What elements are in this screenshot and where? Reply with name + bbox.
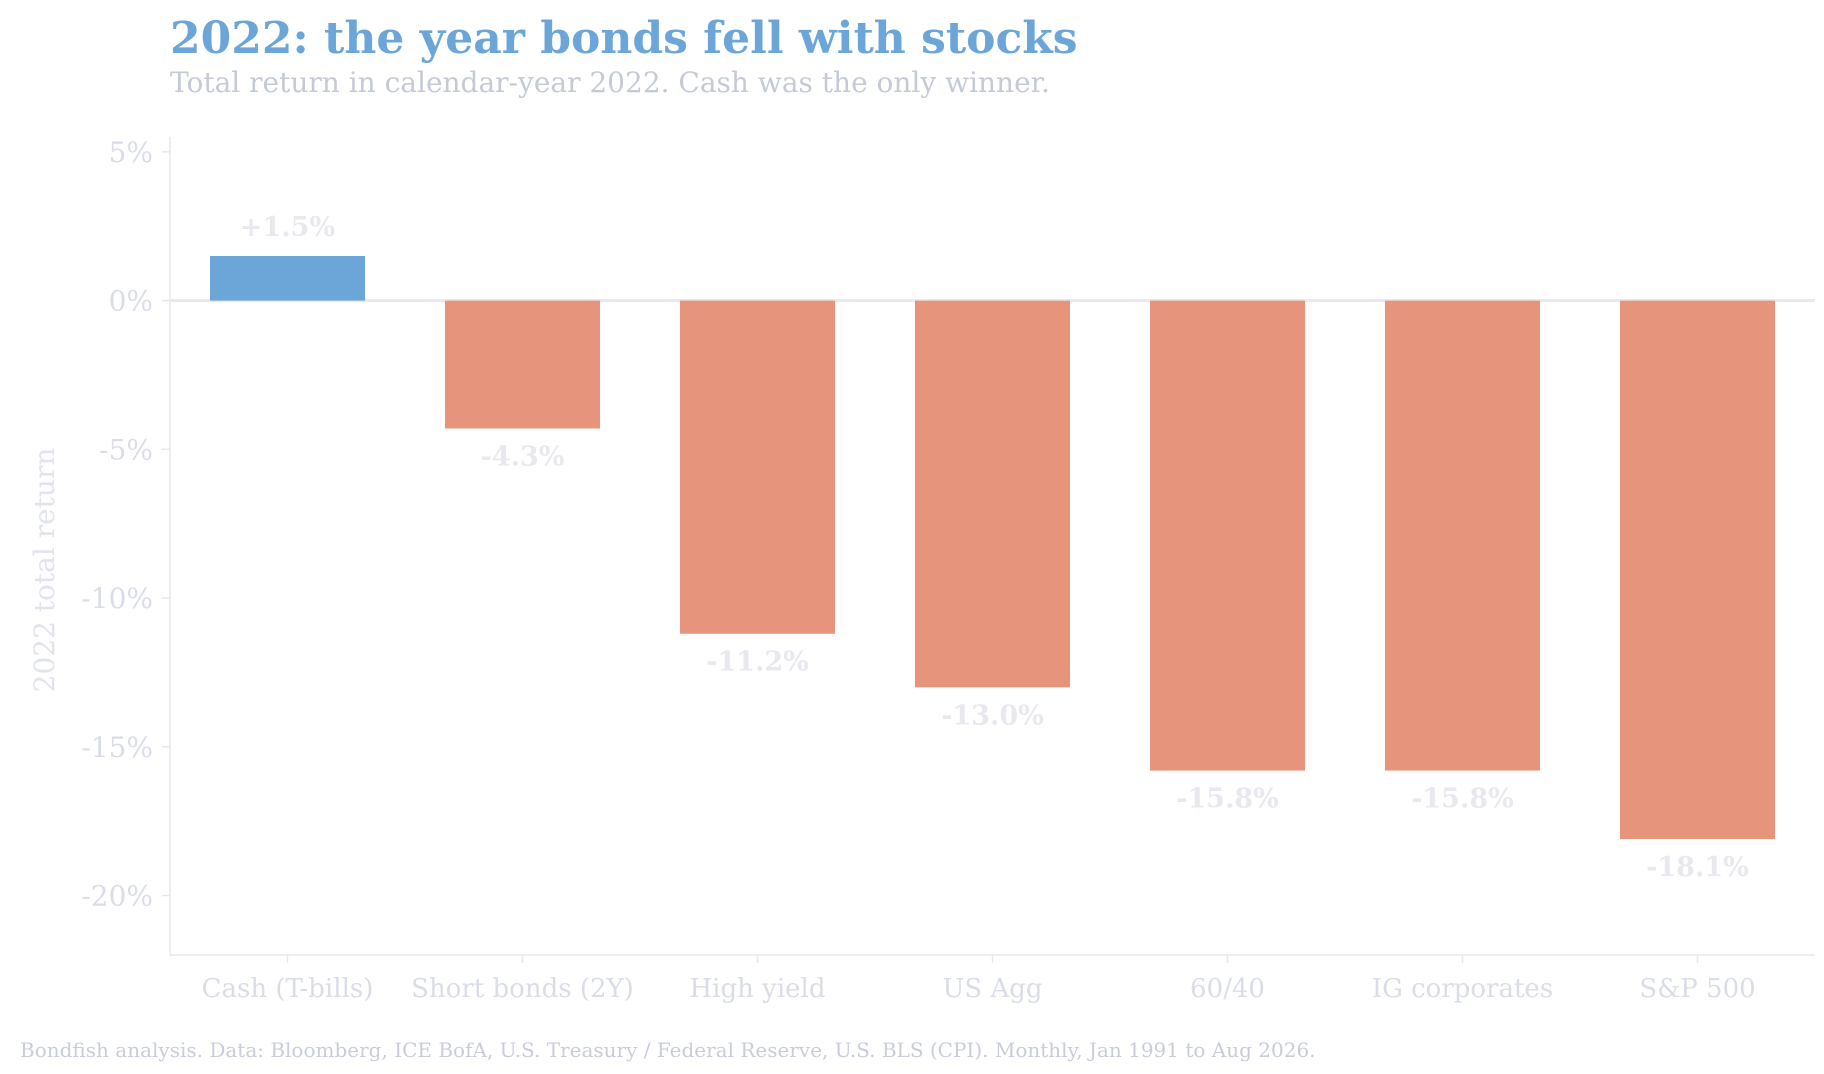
data-label: -11.2% [706, 647, 809, 678]
data-label: -18.1% [1646, 852, 1749, 883]
x-tick-label: US Agg [942, 974, 1042, 1004]
y-tick-label: 5% [109, 136, 153, 169]
source-note: Bondfish analysis. Data: Bloomberg, ICE … [20, 1038, 1316, 1062]
y-tick-label: -10% [81, 582, 153, 615]
bar [914, 300, 1071, 688]
bar [1149, 300, 1306, 771]
x-tick-label: Cash (T-bills) [202, 974, 374, 1004]
chart-subtitle: Total return in calendar-year 2022. Cash… [170, 66, 1050, 99]
data-labels: +1.5% -4.3% -11.2% -13.0% -15.8% -15.8% -18.1% [240, 212, 1749, 883]
data-label: -15.8% [1176, 784, 1279, 815]
bar [209, 255, 366, 301]
y-tick-label: -5% [99, 433, 153, 466]
data-label: -15.8% [1411, 784, 1514, 815]
x-axis-ticks: Cash (T-bills) Short bonds (2Y) High yield… [202, 955, 1756, 1004]
y-tick-label: -15% [81, 731, 153, 764]
x-tick-label: S&P 500 [1639, 974, 1755, 1004]
bar [679, 300, 836, 634]
chart-title: 2022: the year bonds fell with stocks [170, 13, 1078, 64]
x-tick-label: Short bonds (2Y) [411, 974, 634, 1004]
bars [209, 255, 1776, 839]
x-tick-label: 60/40 [1190, 974, 1265, 1004]
bar [1384, 300, 1541, 771]
y-axis-label: 2022 total return [28, 448, 61, 693]
data-label: +1.5% [240, 212, 335, 243]
y-tick-label: -20% [81, 880, 153, 913]
bar [444, 300, 601, 429]
data-label: -4.3% [481, 442, 565, 473]
x-tick-label: High yield [690, 974, 826, 1004]
y-axis-ticks: 5% 0% -5% -10% -15% -20% [81, 136, 170, 913]
x-tick-label: IG corporates [1372, 974, 1553, 1004]
y-tick-label: 0% [109, 285, 153, 318]
bar [1619, 300, 1776, 839]
data-label: -13.0% [941, 700, 1044, 731]
